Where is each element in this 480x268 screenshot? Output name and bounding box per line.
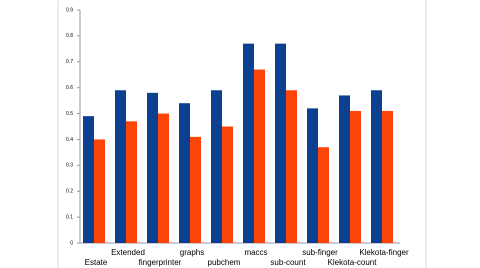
- y-tick-label: 0.9: [66, 7, 73, 13]
- y-tick-label: 0.1: [66, 214, 73, 220]
- x-tick-label: sub-count: [270, 258, 306, 267]
- bar: [350, 110, 361, 243]
- y-tick-label: 0.3: [66, 163, 73, 169]
- x-tick-label: Extended: [111, 248, 145, 257]
- frame: [57, 0, 427, 268]
- y-tick-label: 0.5: [66, 111, 73, 117]
- bar: [83, 116, 94, 243]
- y-tick-label: 0.6: [66, 85, 73, 91]
- x-tick-label: Klekota-finger: [359, 248, 409, 257]
- y-tick-label: 0: [70, 240, 73, 246]
- bar: [318, 147, 329, 243]
- y-tick-label: 0.7: [66, 59, 73, 65]
- bar: [147, 92, 158, 243]
- bar: [243, 43, 254, 244]
- y-tick-label: 0.4: [66, 137, 73, 143]
- bar: [307, 108, 318, 243]
- x-tick-label: maccs: [244, 248, 267, 257]
- bar: [94, 139, 105, 243]
- bar: [339, 95, 350, 243]
- bar: [371, 90, 382, 243]
- bar: [275, 43, 286, 244]
- bar: [211, 90, 222, 243]
- x-tick-label: fingerprinter: [139, 258, 182, 267]
- x-tick-label: sub-finger: [302, 248, 338, 257]
- bar: [286, 90, 297, 243]
- x-tick-label: Klekota-count: [328, 258, 378, 267]
- bar: [382, 110, 393, 243]
- bar: [179, 103, 190, 243]
- y-tick-label: 0.2: [66, 189, 73, 195]
- y-tick-label: 0.8: [66, 33, 73, 39]
- bar: [158, 113, 169, 243]
- bar: [222, 126, 233, 243]
- x-tick-label: Estate: [85, 258, 108, 267]
- bar: [254, 69, 265, 244]
- x-tick-label: graphs: [180, 248, 204, 257]
- bar: [126, 121, 137, 243]
- bar: [115, 90, 126, 243]
- bar: [190, 136, 201, 243]
- x-tick-label: pubchem: [208, 258, 241, 267]
